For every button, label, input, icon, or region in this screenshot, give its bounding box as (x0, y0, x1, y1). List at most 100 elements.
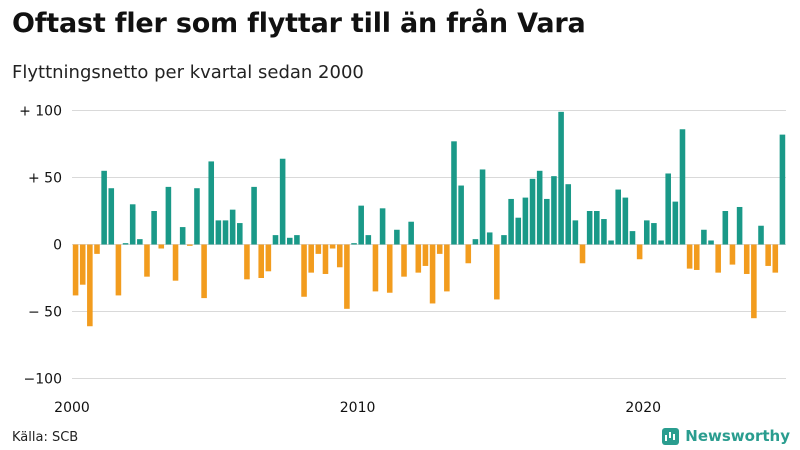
bar: 2011Q3: -24 (401, 244, 407, 277)
bar: 2015Q4: 35 (522, 197, 529, 245)
bar: 2014Q3: 9 (486, 232, 493, 245)
newsworthy-logo-icon (662, 427, 680, 445)
bar: 2017Q2: 45 (565, 184, 572, 245)
bar: 2014Q4: -41 (494, 244, 500, 300)
bar: 2018Q2: 25 (594, 211, 600, 245)
bar: 2022Q1: 11 (701, 229, 707, 245)
bar: 2000Q2: -30 (79, 244, 86, 285)
bar: 2017Q4: -14 (579, 244, 586, 264)
bar: 2005Q1: 18 (215, 220, 222, 245)
bar: 2002Q1: 30 (129, 204, 136, 245)
bar: 2016Q1: 49 (529, 178, 536, 245)
x-tick-label: 2010 (340, 400, 376, 416)
bar: 2020Q3: 3 (658, 240, 664, 245)
y-tick-label: + 100 (19, 104, 62, 120)
bar: 2022Q3: -21 (715, 244, 721, 273)
bar: 2019Q1: 41 (615, 189, 621, 245)
brand-name: Newsworthy (685, 427, 790, 445)
bar: 2005Q2: 18 (222, 220, 229, 245)
x-tick-label: 2020 (625, 400, 661, 416)
bar: 2012Q3: -44 (429, 244, 436, 304)
bar: 2003Q1: -3 (158, 244, 165, 249)
bar: 2023Q1: -15 (729, 244, 736, 265)
bar: 2002Q3: -24 (144, 244, 150, 277)
bar: 2021Q4: -19 (693, 244, 700, 270)
bar: 2020Q2: 16 (651, 223, 657, 245)
source-note: Källa: SCB (12, 430, 79, 445)
chart-title: Oftast fler som flyttar till än från Var… (12, 8, 586, 39)
bar: 2024Q3: -21 (772, 244, 779, 273)
bar: 2016Q2: 55 (536, 170, 543, 245)
bar: 2007Q2: 64 (279, 158, 286, 245)
bar: 2006Q3: -25 (258, 244, 264, 278)
bar: 2016Q4: 51 (551, 176, 557, 245)
bar: 2019Q2: 35 (622, 197, 629, 245)
bar: 2001Q1: 55 (101, 170, 107, 245)
bar: 2024Q2: -16 (765, 244, 771, 266)
bar: 2003Q4: 13 (179, 227, 186, 245)
y-axis: + 100 + 50 0 − 50 −100 (19, 104, 62, 388)
y-tick-label: − 50 (28, 305, 62, 321)
bar: 2010Q2: 7 (365, 235, 372, 245)
bar: 2014Q2: 56 (479, 169, 486, 245)
bar: 2006Q2: 43 (251, 186, 257, 245)
bars: 2000Q1: -382000Q2: -302000Q3: -612000Q4:… (72, 111, 786, 327)
bar: 2021Q1: 32 (672, 201, 679, 245)
bar: 2022Q2: 3 (708, 240, 714, 245)
bar: 2017Q1: 99 (558, 111, 564, 245)
y-tick-label: 0 (53, 238, 62, 254)
brand-logo[interactable]: Newsworthy (662, 427, 790, 445)
bar: 2018Q4: 3 (608, 240, 614, 245)
bar: 2010Q4: 27 (379, 208, 386, 245)
bar: 2010Q1: 29 (358, 205, 364, 245)
bar: 2002Q2: 4 (137, 239, 143, 245)
bar: 2020Q4: 53 (665, 173, 671, 245)
bar: 2009Q4: 1 (351, 243, 357, 245)
bar: 2023Q3: -22 (743, 244, 750, 274)
bar: 2019Q4: -11 (636, 244, 643, 260)
y-tick-label: + 50 (28, 171, 62, 187)
bar: 2018Q3: 19 (601, 219, 607, 245)
bar: 2008Q1: -39 (301, 244, 307, 297)
bar: 2005Q4: 16 (237, 223, 243, 245)
bar: 2005Q3: 26 (229, 209, 236, 245)
bar: 2007Q4: 7 (294, 235, 300, 245)
bar: 2007Q1: 7 (272, 235, 279, 245)
bar: 2000Q3: -61 (87, 244, 93, 327)
bar: 2016Q3: 34 (544, 198, 550, 245)
bar: 2017Q3: 18 (572, 220, 579, 245)
bar: 2003Q3: -27 (172, 244, 179, 281)
bar: 2013Q3: 44 (458, 185, 464, 245)
bar: 2001Q2: 42 (108, 188, 115, 245)
bar: 2008Q2: -21 (308, 244, 314, 273)
bar: 2013Q1: -35 (444, 244, 450, 292)
bar: 2019Q3: 10 (629, 231, 636, 245)
bar: 2001Q3: -38 (115, 244, 122, 296)
bar: 2006Q1: -26 (244, 244, 250, 280)
bar: 2024Q1: 14 (758, 225, 764, 245)
bar: 2023Q4: -55 (751, 244, 757, 319)
bar: 2004Q4: 62 (208, 161, 215, 245)
bar: 2021Q3: -18 (686, 244, 693, 269)
bar: 2009Q2: -17 (336, 244, 343, 268)
chart-subtitle: Flyttningsnetto per kvartal sedan 2000 (12, 62, 364, 83)
bar: 2004Q1: -1 (187, 244, 193, 246)
bar: 2002Q4: 25 (151, 211, 157, 245)
bar: 2021Q2: 86 (679, 129, 686, 245)
bar: 2006Q4: -20 (265, 244, 272, 272)
bar: 2004Q2: 42 (194, 188, 200, 245)
bar: 2023Q2: 28 (736, 206, 743, 245)
y-tick-label: −100 (24, 372, 62, 388)
bar: 2008Q4: -22 (322, 244, 329, 274)
bar: 2015Q1: 7 (501, 235, 507, 245)
bar: 2011Q1: -36 (386, 244, 393, 293)
bar: 2012Q2: -16 (422, 244, 429, 266)
bar: 2024Q4: 82 (779, 134, 786, 245)
bar: 2020Q1: 18 (643, 220, 650, 245)
bar: 2003Q2: 43 (165, 186, 172, 245)
bar: 2011Q2: 11 (394, 229, 400, 245)
bar: 2009Q3: -48 (344, 244, 350, 309)
bar: 2022Q4: 25 (722, 211, 729, 245)
bar: 2000Q4: -7 (94, 244, 100, 254)
